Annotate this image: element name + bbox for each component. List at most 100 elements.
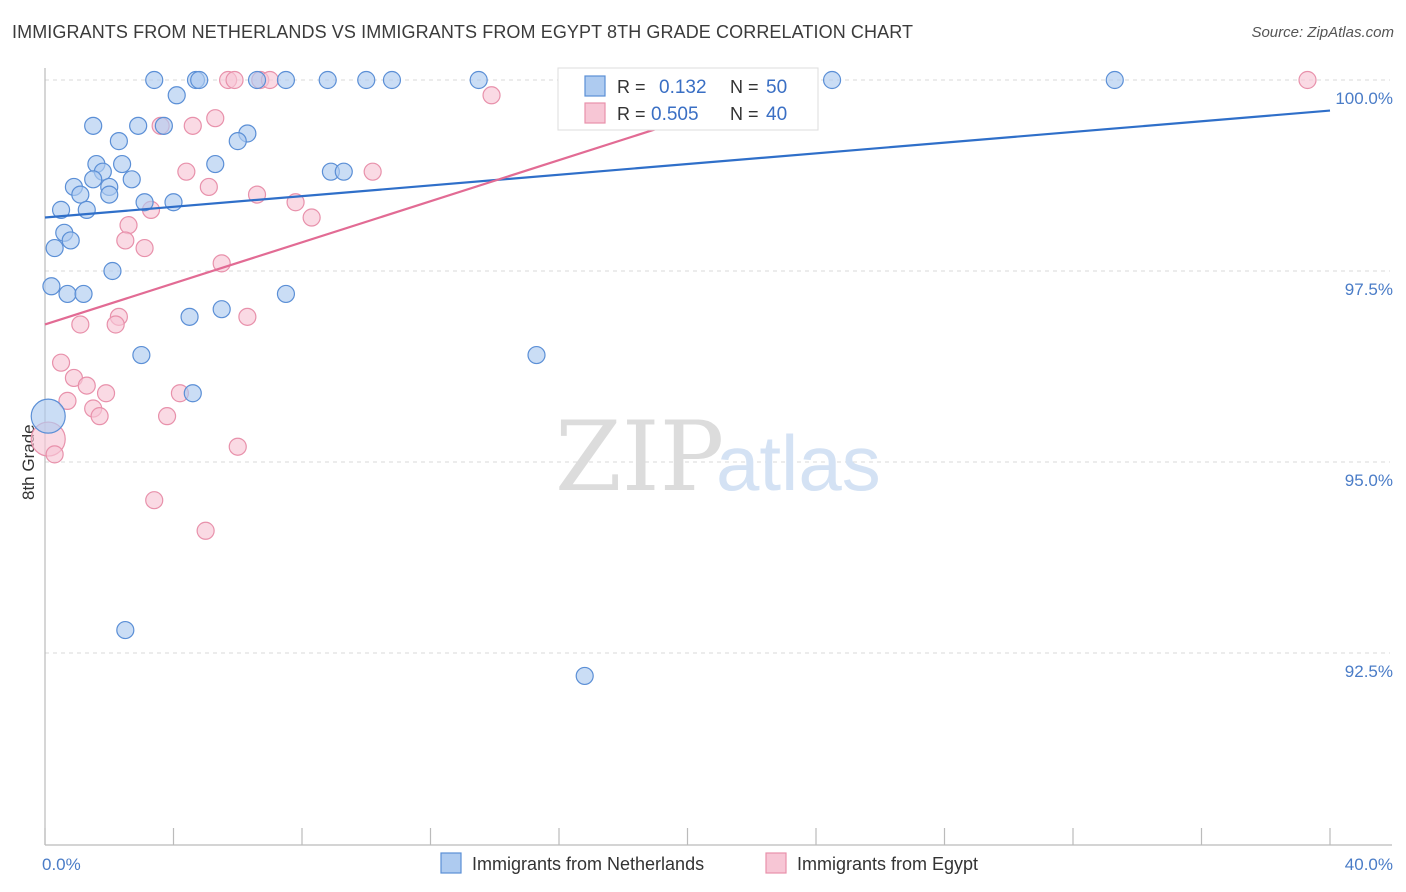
netherlands-point bbox=[180, 307, 199, 326]
netherlands-point bbox=[212, 300, 231, 319]
chart-title: IMMIGRANTS FROM NETHERLANDS VS IMMIGRANT… bbox=[12, 22, 914, 42]
netherlands-point bbox=[276, 70, 296, 90]
netherlands-point bbox=[527, 345, 546, 365]
egypt-point bbox=[106, 315, 125, 334]
netherlands-point bbox=[109, 132, 128, 151]
netherlands-point bbox=[116, 620, 135, 640]
x-tick-labels: 0.0% 40.0% bbox=[42, 855, 1393, 874]
top-legend: R = 0.132 N = 50 R = 0.505 N = 40 bbox=[557, 67, 819, 131]
egypt-point bbox=[177, 162, 196, 181]
bottom-legend-label-egypt: Immigrants from Egypt bbox=[797, 854, 978, 874]
netherlands-point bbox=[122, 170, 141, 189]
netherlands-point bbox=[129, 116, 148, 135]
netherlands-point bbox=[183, 384, 202, 403]
netherlands-point bbox=[145, 70, 164, 90]
netherlands-point bbox=[61, 231, 80, 250]
netherlands-point bbox=[30, 398, 66, 434]
egypt-point bbox=[77, 376, 96, 395]
watermark: ZIP atlas bbox=[555, 401, 881, 513]
netherlands-point bbox=[77, 200, 96, 219]
egypt-point bbox=[116, 231, 135, 250]
legend-swatch-pink bbox=[584, 102, 606, 124]
egypt-point bbox=[145, 491, 164, 510]
legend-r-label-2: R = bbox=[617, 104, 646, 124]
netherlands-point bbox=[100, 185, 119, 204]
netherlands-point bbox=[154, 116, 173, 135]
egypt-point bbox=[1298, 70, 1317, 90]
bottom-legend-swatch-pink bbox=[765, 852, 787, 874]
egypt-point bbox=[58, 391, 77, 410]
x-tick-label-first: 0.0% bbox=[42, 855, 81, 874]
netherlands-point bbox=[190, 70, 209, 90]
egypt-point bbox=[302, 208, 321, 227]
y-tick-label: 97.5% bbox=[1345, 280, 1393, 299]
egypt-point bbox=[482, 86, 501, 105]
egypt-point bbox=[45, 445, 64, 464]
egypt-point bbox=[51, 353, 71, 372]
y-tick-label: 92.5% bbox=[1345, 662, 1393, 681]
egypt-point bbox=[228, 437, 247, 456]
legend-r-label-1: R = bbox=[617, 77, 646, 97]
netherlands-point bbox=[51, 200, 71, 219]
egypt-point bbox=[157, 407, 177, 426]
y-tick-label: 95.0% bbox=[1345, 471, 1393, 490]
netherlands-point bbox=[822, 70, 842, 90]
legend-r-value-1: 0.132 bbox=[659, 77, 707, 98]
netherlands-point bbox=[103, 261, 122, 281]
egypt-point bbox=[238, 307, 257, 326]
egypt-point bbox=[196, 521, 215, 540]
netherlands-point bbox=[84, 116, 103, 135]
netherlands-point bbox=[206, 154, 225, 174]
watermark-atlas: atlas bbox=[716, 419, 881, 507]
legend-n-label-1: N = bbox=[730, 77, 759, 97]
netherlands-point bbox=[71, 185, 90, 204]
netherlands-point bbox=[112, 154, 132, 174]
egypt-point bbox=[206, 109, 225, 128]
bottom-legend-swatch-blue bbox=[440, 852, 462, 874]
axes bbox=[44, 68, 1392, 846]
bottom-legend: Immigrants from Netherlands Immigrants f… bbox=[440, 852, 978, 874]
netherlands-point bbox=[228, 132, 247, 151]
netherlands-point bbox=[1105, 70, 1124, 90]
legend-n-value-2: 40 bbox=[766, 104, 787, 125]
egypt-point bbox=[119, 216, 138, 235]
egypt-point bbox=[225, 70, 244, 90]
netherlands-point bbox=[74, 284, 93, 304]
netherlands-point bbox=[334, 162, 353, 181]
netherlands-point bbox=[167, 86, 186, 105]
legend-n-value-1: 50 bbox=[766, 77, 787, 98]
egypt-point bbox=[90, 407, 109, 426]
netherlands-point bbox=[84, 170, 103, 189]
legend-r-value-2: 0.505 bbox=[651, 104, 699, 125]
netherlands-point bbox=[276, 284, 296, 304]
netherlands-trend-line bbox=[44, 109, 1331, 219]
egypt-point bbox=[199, 177, 218, 197]
netherlands-point bbox=[42, 277, 61, 296]
netherlands-point bbox=[135, 193, 154, 212]
netherlands-point bbox=[382, 70, 402, 90]
netherlands-point bbox=[45, 238, 64, 258]
egypt-point bbox=[183, 116, 202, 135]
egypt-point bbox=[363, 162, 382, 181]
netherlands-point bbox=[469, 70, 488, 90]
egypt-point bbox=[135, 238, 154, 258]
egypt-point bbox=[71, 315, 90, 334]
y-tick-label: 100.0% bbox=[1335, 89, 1393, 108]
egypt-point bbox=[96, 384, 116, 403]
source-label: Source: ZipAtlas.com bbox=[1251, 24, 1394, 41]
legend-n-label-2: N = bbox=[730, 104, 759, 124]
legend-swatch-blue bbox=[584, 75, 606, 97]
y-tick-labels: 100.0% 97.5% 95.0% 92.5% bbox=[1335, 89, 1393, 681]
netherlands-point bbox=[318, 70, 337, 90]
netherlands-point bbox=[575, 666, 594, 686]
netherlands-point bbox=[132, 345, 151, 365]
netherlands-point bbox=[58, 284, 77, 304]
series-netherlands-points bbox=[30, 70, 1124, 686]
netherlands-point bbox=[247, 70, 267, 90]
bottom-legend-label-netherlands: Immigrants from Netherlands bbox=[472, 854, 704, 874]
netherlands-point bbox=[357, 70, 376, 90]
watermark-zip: ZIP bbox=[555, 401, 724, 513]
gridlines bbox=[45, 79, 1390, 654]
x-tick-label-last: 40.0% bbox=[1345, 855, 1393, 874]
